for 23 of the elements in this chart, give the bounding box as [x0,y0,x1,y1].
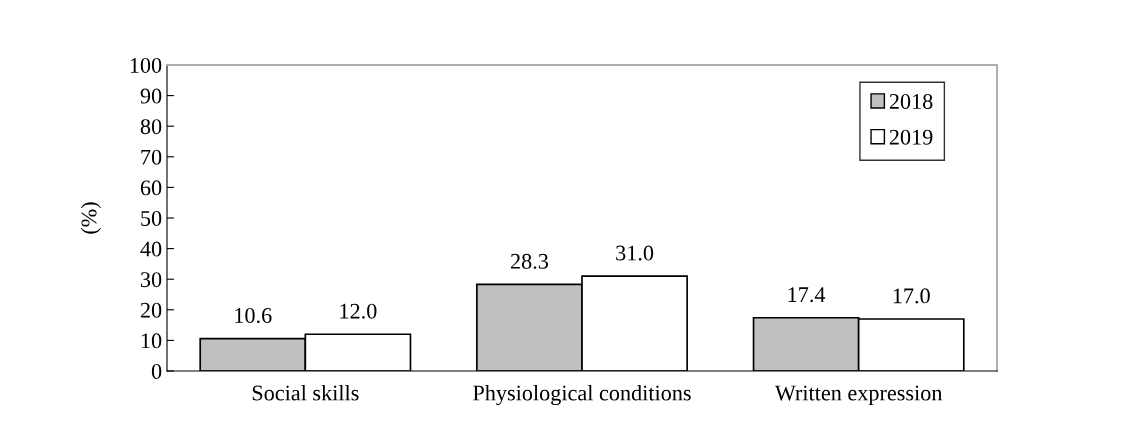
x-tick-label: Social skills [252,384,359,401]
y-tick-label: 0 [151,363,162,379]
x-tick-label: Written expression [774,385,943,406]
y-axis-title: (%) [80,202,102,234]
y-tick-label: 60 [140,180,162,196]
y-tick-label: 10 [141,333,162,349]
y-tick-label: 80 [140,119,162,135]
y-tick-label: 20 [140,302,162,318]
data-label: 17.0 [893,288,930,304]
data-label: 31.0 [616,245,654,261]
legend-label: 2018 [889,93,933,109]
y-tick-label: 40 [140,241,162,257]
y-tick-label: 100 [130,57,162,73]
data-label: 10.6 [235,307,272,324]
data-label: 28.3 [510,253,549,269]
y-tick-label: 30 [140,272,162,288]
y-tick-label: 50 [141,210,162,226]
legend-label: 2019 [889,129,933,145]
data-label: 17.4 [788,287,826,303]
y-tick-label: 70 [141,149,162,165]
data-label: 12.0 [340,303,377,319]
y-tick-label: 90 [140,88,162,104]
x-tick-label: Physiological conditions [473,384,691,406]
